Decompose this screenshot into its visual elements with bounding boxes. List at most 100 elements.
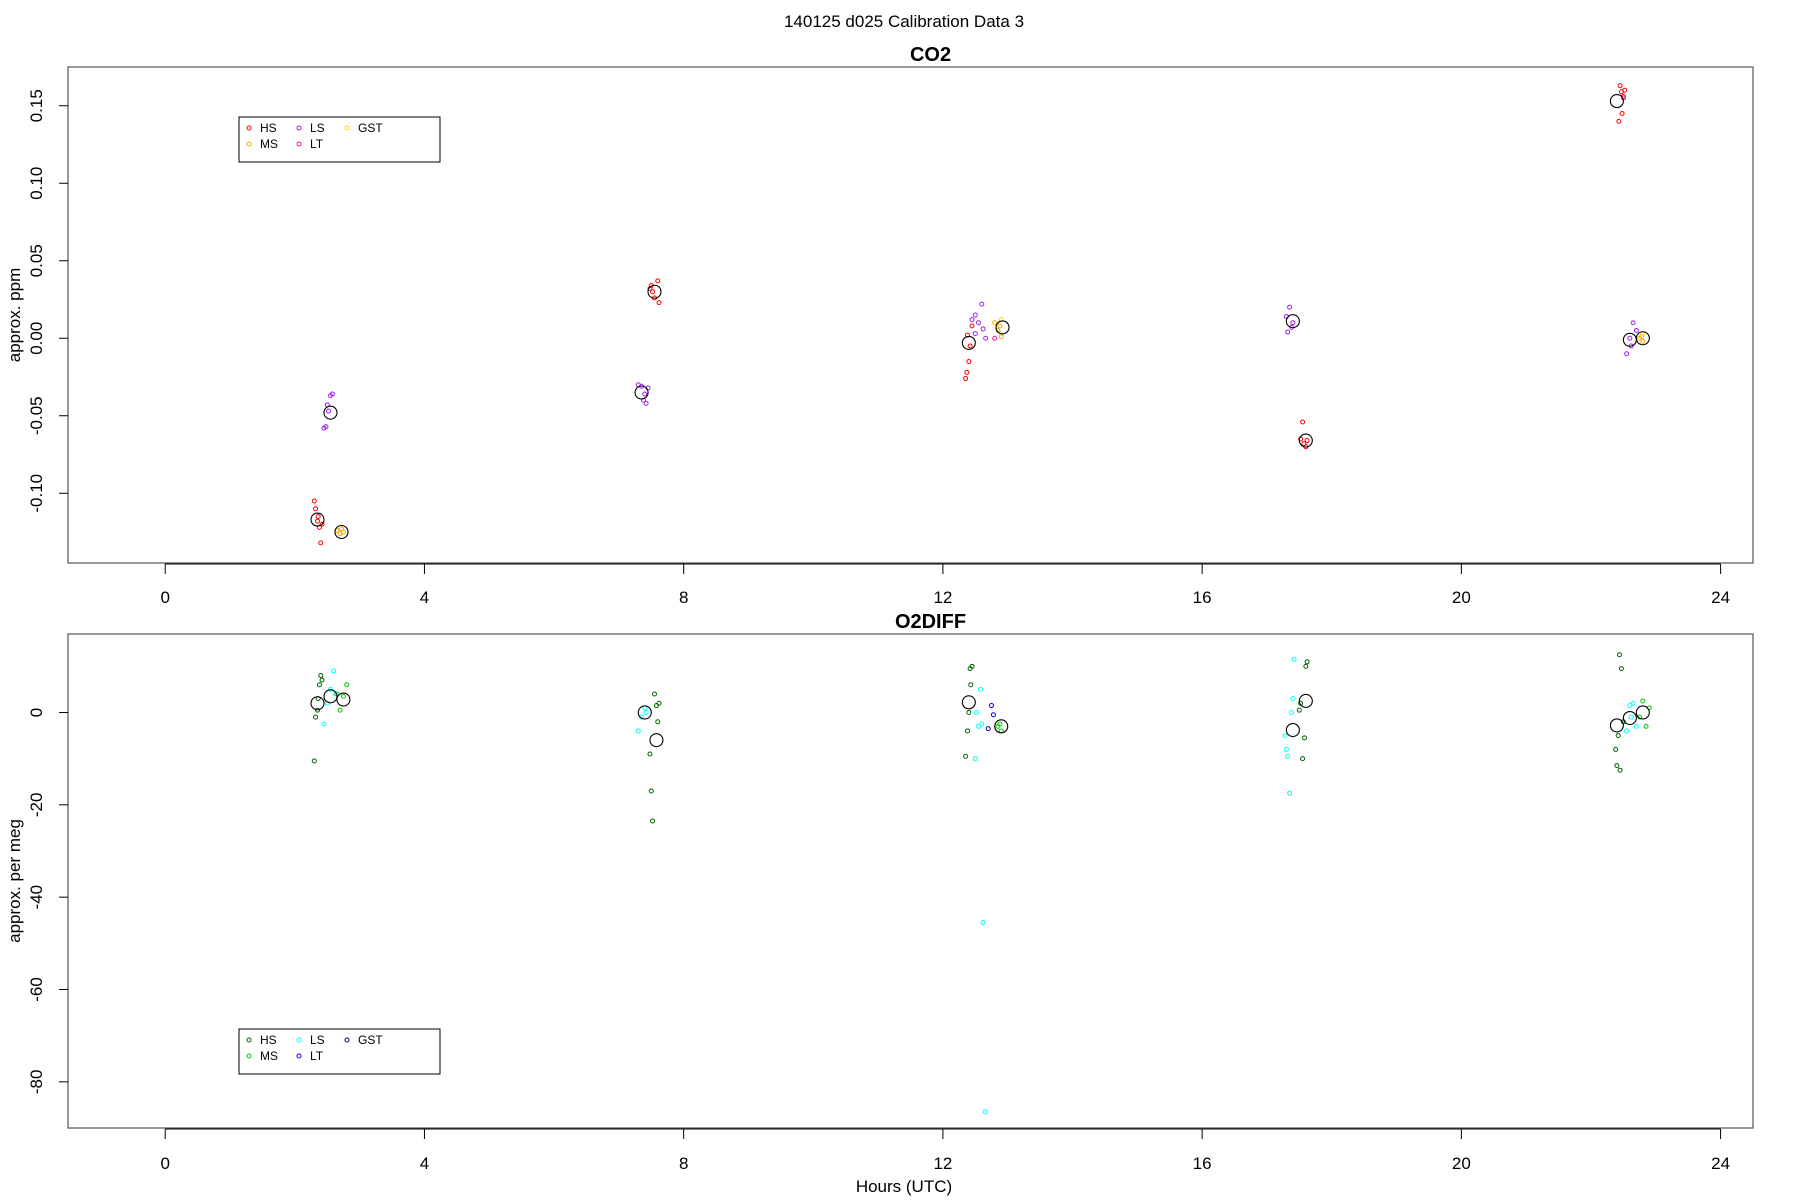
mean-point [647, 284, 662, 299]
data-point [998, 334, 1004, 340]
mean-point [310, 512, 325, 527]
series-ms [334, 320, 1646, 537]
mean-point [323, 405, 338, 420]
figure-title: 140125 d025 Calibration Data 3 [784, 12, 1024, 31]
data-point [1628, 714, 1634, 720]
data-point [985, 726, 991, 732]
data-point [655, 278, 661, 284]
data-point [965, 728, 971, 734]
data-point [969, 317, 975, 323]
y-tick-label: -60 [27, 977, 46, 1002]
mean-point [637, 705, 652, 720]
data-point [976, 320, 982, 326]
legend: HS MS LS LT GST [238, 116, 441, 163]
mean-point [1298, 433, 1313, 448]
y-axis-title: approx. per meg [5, 819, 24, 943]
y-tick-label: 0.15 [27, 89, 46, 122]
x-tick-label: 8 [679, 588, 688, 607]
series-gst [985, 726, 991, 732]
legend-swatch [246, 141, 252, 147]
y-tick-label: -40 [27, 885, 46, 910]
data-point [326, 408, 332, 414]
data-point [979, 721, 985, 727]
series-hs [311, 83, 1628, 546]
mean-point [1635, 331, 1650, 346]
data-point [321, 721, 327, 727]
data-point [643, 400, 649, 406]
x-tick-label: 12 [933, 1154, 952, 1173]
data-point [323, 424, 329, 430]
data-point [1624, 351, 1630, 357]
data-point [647, 751, 653, 757]
y-tick-label: 0 [27, 708, 46, 717]
data-point [635, 728, 641, 734]
mean-point [334, 524, 349, 540]
y-tick-label: 0.10 [27, 167, 46, 200]
series-lt [992, 95, 1626, 341]
data-point [1630, 320, 1636, 326]
mean-point [1298, 693, 1313, 708]
legend-label: GST [358, 1033, 383, 1047]
data-point [344, 682, 350, 688]
data-point [1283, 746, 1289, 752]
legend-label: HS [260, 121, 277, 135]
data-point [966, 709, 972, 715]
y-axis-title: approx. ppm [5, 268, 24, 363]
data-point [992, 320, 998, 326]
data-point [967, 343, 973, 349]
panel-title: CO2 [910, 44, 951, 66]
data-point [969, 323, 975, 329]
data-point [972, 312, 978, 318]
x-tick-label: 8 [679, 1154, 688, 1173]
data-point [997, 721, 1003, 727]
y-tick-label: 0.00 [27, 322, 46, 355]
mean-point [994, 719, 1009, 734]
data-point [1616, 118, 1622, 124]
legend-swatch [246, 1053, 252, 1059]
data-point [652, 691, 658, 697]
data-point [974, 709, 980, 715]
mean-point [995, 320, 1010, 335]
legend-swatch [246, 125, 252, 131]
data-point [319, 677, 325, 683]
series-lt [989, 703, 996, 718]
data-point [1291, 656, 1297, 662]
y-tick-label: -0.10 [27, 474, 46, 513]
x-tick-label: 4 [420, 1154, 429, 1173]
data-point [1622, 87, 1628, 93]
data-point [327, 686, 333, 692]
y-tick-label: -80 [27, 1070, 46, 1095]
data-point [1633, 723, 1639, 729]
x-tick-label: 20 [1452, 588, 1471, 607]
data-point [316, 682, 322, 688]
data-point [1296, 707, 1302, 713]
data-point [1617, 83, 1623, 89]
data-point [997, 323, 1003, 329]
mean-point [649, 733, 664, 748]
data-point [977, 686, 983, 692]
data-point [656, 300, 662, 306]
data-point [965, 332, 971, 338]
data-point [990, 712, 996, 718]
x-tick-label: 0 [160, 588, 169, 607]
data-point [650, 289, 656, 295]
legend-swatch [296, 125, 302, 131]
data-point [313, 714, 319, 720]
data-point [1640, 338, 1646, 344]
mean-point [1635, 705, 1650, 720]
data-point [1285, 329, 1291, 335]
data-point [983, 335, 989, 341]
panel-co2: CO2 0 4 8 12 16 20 24 -0.10 -0.05 0.00 0.05 0.10 0.15… [5, 44, 1754, 607]
mean-point [323, 689, 338, 704]
data-point [968, 682, 974, 688]
data-point [998, 317, 1004, 323]
legend-label: GST [358, 121, 383, 135]
mean-point [634, 385, 649, 400]
data-point [315, 518, 321, 524]
data-point [972, 756, 978, 762]
series-ls [321, 656, 1639, 1115]
data-point [963, 376, 969, 382]
data-point [1614, 763, 1620, 769]
data-point [1619, 111, 1625, 116]
